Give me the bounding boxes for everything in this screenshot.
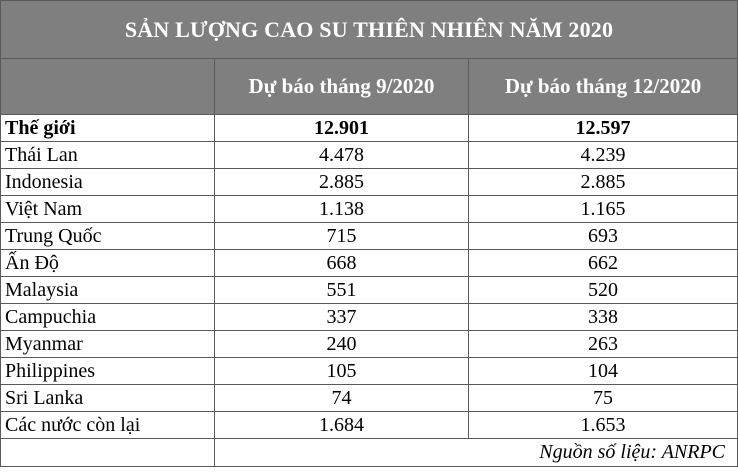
country-name: Philippines — [0, 357, 215, 385]
forecast-sep: 715 — [214, 222, 469, 250]
forecast-sep: 2.885 — [214, 168, 469, 196]
forecast-dec: 662 — [467, 249, 738, 277]
source-note: Nguồn số liệu: ANRPC — [213, 438, 738, 467]
table-row: Trung Quốc 715 693 — [0, 222, 738, 250]
forecast-dec: 104 — [467, 357, 738, 385]
forecast-sep: 337 — [214, 303, 469, 331]
table-row: Campuchia 337 338 — [0, 303, 738, 331]
table-row: Indonesia 2.885 2.885 — [0, 168, 738, 196]
forecast-sep: 105 — [214, 357, 469, 385]
forecast-sep: 668 — [214, 249, 469, 277]
forecast-sep: 74 — [214, 384, 469, 412]
country-name: Việt Nam — [0, 195, 215, 223]
country-name: Thế giới — [0, 114, 215, 142]
header-country — [0, 58, 215, 115]
forecast-sep: 12.901 — [214, 114, 469, 142]
country-name: Myanmar — [0, 330, 215, 358]
forecast-dec: 520 — [467, 276, 738, 304]
table-row: Myanmar 240 263 — [0, 330, 738, 358]
title-row: SẢN LƯỢNG CAO SU THIÊN NHIÊN NĂM 2020 — [0, 0, 738, 59]
forecast-sep: 1.138 — [214, 195, 469, 223]
forecast-dec: 1.653 — [467, 411, 738, 439]
forecast-sep: 240 — [214, 330, 469, 358]
table-row: Ấn Độ 668 662 — [0, 249, 738, 277]
table-title: SẢN LƯỢNG CAO SU THIÊN NHIÊN NĂM 2020 — [0, 0, 738, 59]
forecast-dec: 1.165 — [467, 195, 738, 223]
table-row: Việt Nam 1.138 1.165 — [0, 195, 738, 223]
empty-cell — [0, 438, 215, 467]
forecast-sep: 1.684 — [214, 411, 469, 439]
header-dec-2020: Dự báo tháng 12/2020 — [467, 58, 738, 115]
table-row: Thế giới 12.901 12.597 — [0, 114, 738, 142]
country-name: Sri Lanka — [0, 384, 215, 412]
table-row: Sri Lanka 74 75 — [0, 384, 738, 412]
header-row: Dự báo tháng 9/2020 Dự báo tháng 12/2020 — [0, 58, 738, 115]
forecast-dec: 263 — [467, 330, 738, 358]
table-row: Philippines 105 104 — [0, 357, 738, 385]
country-name: Thái Lan — [0, 141, 215, 169]
forecast-dec: 4.239 — [467, 141, 738, 169]
table-row: Malaysia 551 520 — [0, 276, 738, 304]
forecast-dec: 2.885 — [467, 168, 738, 196]
country-name: Campuchia — [0, 303, 215, 331]
forecast-sep: 551 — [214, 276, 469, 304]
forecast-sep: 4.478 — [214, 141, 469, 169]
header-sep-2020: Dự báo tháng 9/2020 — [214, 58, 469, 115]
country-name: Ấn Độ — [0, 249, 215, 277]
source-row: Nguồn số liệu: ANRPC — [0, 438, 738, 467]
country-name: Các nước còn lại — [0, 411, 215, 439]
forecast-dec: 338 — [467, 303, 738, 331]
table-row: Các nước còn lại 1.684 1.653 — [0, 411, 738, 439]
forecast-dec: 693 — [467, 222, 738, 250]
country-name: Trung Quốc — [0, 222, 215, 250]
table-row: Thái Lan 4.478 4.239 — [0, 141, 738, 169]
forecast-dec: 75 — [467, 384, 738, 412]
country-name: Indonesia — [0, 168, 215, 196]
country-name: Malaysia — [0, 276, 215, 304]
forecast-dec: 12.597 — [467, 114, 738, 142]
